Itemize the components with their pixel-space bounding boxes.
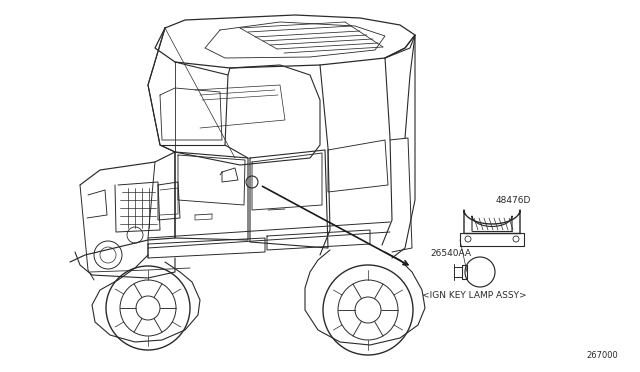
Text: 26540AA: 26540AA: [430, 249, 471, 258]
Text: 48476D: 48476D: [496, 196, 531, 205]
Text: 267000: 267000: [586, 351, 618, 360]
Text: <IGN KEY LAMP ASSY>: <IGN KEY LAMP ASSY>: [422, 291, 527, 300]
